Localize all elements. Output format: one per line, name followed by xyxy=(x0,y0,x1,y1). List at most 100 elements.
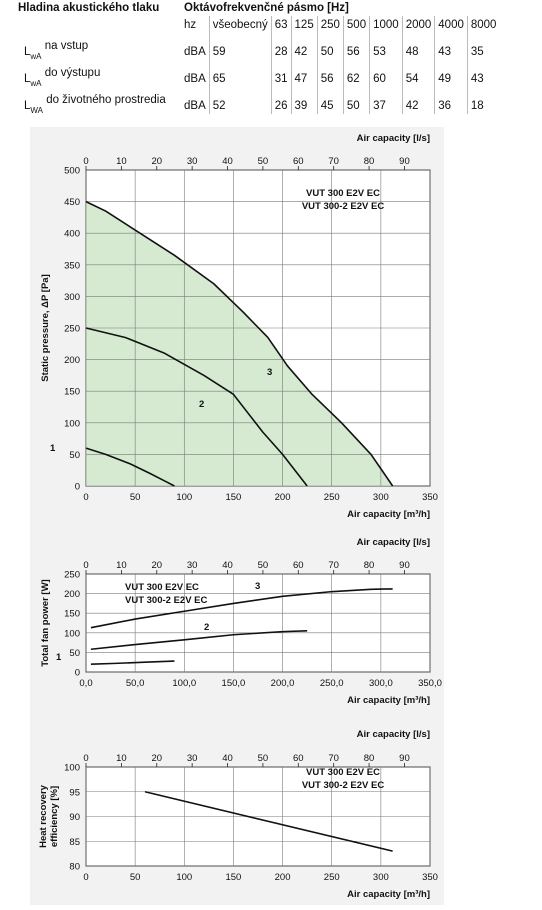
x-tick-label: 0 xyxy=(83,872,88,883)
x-tick-label: 300 xyxy=(373,872,389,883)
table-cell: 42 xyxy=(401,87,435,114)
table-cell: 56 xyxy=(342,33,370,60)
table-cell: 50 xyxy=(342,87,370,114)
table-title: Hladina akustického tlaku xyxy=(18,2,160,14)
y-tick-label: 100 xyxy=(64,763,80,774)
x2-tick-label: 20 xyxy=(151,156,162,167)
row-label: LwA do výstupu xyxy=(0,60,181,88)
x2-tick-label: 90 xyxy=(399,560,410,571)
row-description: do životného prostredia xyxy=(43,94,166,106)
y-tick-label: 95 xyxy=(69,787,80,798)
x2-tick-label: 0 xyxy=(83,560,88,571)
x2-tick-label: 60 xyxy=(293,156,304,167)
table-cell: 31 xyxy=(270,60,292,87)
x2-tick-label: 10 xyxy=(116,753,127,764)
y-tick-label: 500 xyxy=(64,166,80,177)
table-cell: 56 xyxy=(316,60,344,87)
charts-panel: 0 50 100 150 200 250 300 350 0 50 100 150 200 250 300 3… xyxy=(30,127,444,905)
model-label: VUT 300 E2V EC xyxy=(306,767,380,778)
y-tick-label: 150 xyxy=(64,387,80,398)
row-unit: dBA xyxy=(184,73,206,85)
x-tick-label: 0 xyxy=(83,492,88,503)
x2-axis-label: Air capacity [l/s] xyxy=(357,729,430,740)
x-tick-label: 200 xyxy=(275,872,291,883)
y-tick-label: 200 xyxy=(64,355,80,366)
table-cell: 53 xyxy=(369,33,403,60)
row-description: do výstupu xyxy=(41,67,101,79)
series-label: 3 xyxy=(267,367,272,378)
column-header: 125 xyxy=(290,16,318,33)
table-row: LwA do výstupu dBA 65 31 47 56 62 60 54 49 43 xyxy=(0,60,500,88)
y-tick-label: 50 xyxy=(69,648,80,659)
series-label: 2 xyxy=(204,622,209,633)
x2-tick-label: 30 xyxy=(187,156,198,167)
x-tick-label: 150 xyxy=(225,492,241,503)
x-tick-label: 300,0 xyxy=(369,678,393,689)
series-label: 1 xyxy=(56,652,62,663)
table-cell: 65 xyxy=(208,60,272,87)
x2-tick-label: 30 xyxy=(187,753,198,764)
x2-tick-label: 90 xyxy=(399,156,410,167)
sound-level-table: Hladina akustického tlaku Oktávofrekvenč… xyxy=(0,0,542,115)
model-label: VUT 300-2 E2V EC xyxy=(302,201,385,212)
x2-axis-label: Air capacity [l/s] xyxy=(357,133,430,144)
x-tick-label: 300 xyxy=(373,492,389,503)
x-tick-label: 50,0 xyxy=(126,678,144,689)
x2-tick-label: 80 xyxy=(364,156,375,167)
table-cell: 47 xyxy=(290,60,318,87)
x2-tick-label: 10 xyxy=(116,560,127,571)
x2-tick-label: 40 xyxy=(222,753,233,764)
plot-area xyxy=(85,573,431,673)
x2-tick-label: 80 xyxy=(364,753,375,764)
y-tick-label: 50 xyxy=(69,450,80,461)
x-axis-label: Air capacity [m³/h] xyxy=(347,509,430,520)
column-header: 1000 xyxy=(369,16,403,33)
x-tick-label: 50 xyxy=(130,872,141,883)
y-tick-label: 90 xyxy=(69,812,80,823)
y-tick-label: 400 xyxy=(64,229,80,240)
row-label: LwA na vstup xyxy=(0,33,181,61)
column-header: 2000 xyxy=(401,16,435,33)
model-label: VUT 300-2 E2V EC xyxy=(125,595,208,606)
table-cell: 42 xyxy=(290,33,318,60)
x2-tick-label: 50 xyxy=(258,156,269,167)
y-tick-label: 250 xyxy=(64,570,80,581)
table-cell: 26 xyxy=(270,87,292,114)
table-cell: 39 xyxy=(290,87,318,114)
y-tick-label: 100 xyxy=(64,418,80,429)
y-axis-label: Static pressure, ΔP [Pa] xyxy=(40,274,51,382)
y-tick-label: 300 xyxy=(64,292,80,303)
x2-tick-label: 50 xyxy=(258,560,269,571)
x-tick-label: 150,0 xyxy=(222,678,246,689)
row-unit: dBA xyxy=(184,46,206,58)
units-header: hz xyxy=(184,19,197,31)
series-label: 1 xyxy=(50,443,56,454)
x2-tick-label: 70 xyxy=(328,156,339,167)
charts-svg: 0 50 100 150 200 250 300 3500501001502002503003… xyxy=(38,133,442,900)
x2-tick-label: 20 xyxy=(151,753,162,764)
x2-tick-label: 50 xyxy=(258,753,269,764)
row-subscript: wA xyxy=(30,79,42,88)
series-line-3 xyxy=(90,588,393,629)
x2-tick-label: 60 xyxy=(293,753,304,764)
table-cell: 48 xyxy=(401,33,435,60)
x2-tick-label: 40 xyxy=(222,560,233,571)
column-header: 500 xyxy=(342,16,370,33)
x-tick-label: 250,0 xyxy=(320,678,344,689)
y-tick-label: 250 xyxy=(64,324,80,335)
y-tick-label: 150 xyxy=(64,609,80,620)
x-tick-label: 100 xyxy=(176,872,192,883)
series-label: 2 xyxy=(199,399,204,410)
column-header: 250 xyxy=(316,16,344,33)
series-line-2 xyxy=(85,327,308,487)
series-line-efficiency xyxy=(144,790,393,852)
x2-tick-label: 70 xyxy=(328,560,339,571)
table-cell: 62 xyxy=(342,60,370,87)
x2-tick-label: 20 xyxy=(151,560,162,571)
x2-tick-label: 80 xyxy=(364,560,375,571)
model-label: VUT 300 E2V EC xyxy=(306,188,380,199)
x-tick-label: 350,0 xyxy=(418,678,442,689)
x-tick-label: 50 xyxy=(130,492,141,503)
x-tick-label: 200 xyxy=(275,492,291,503)
series-line-1 xyxy=(85,447,175,487)
